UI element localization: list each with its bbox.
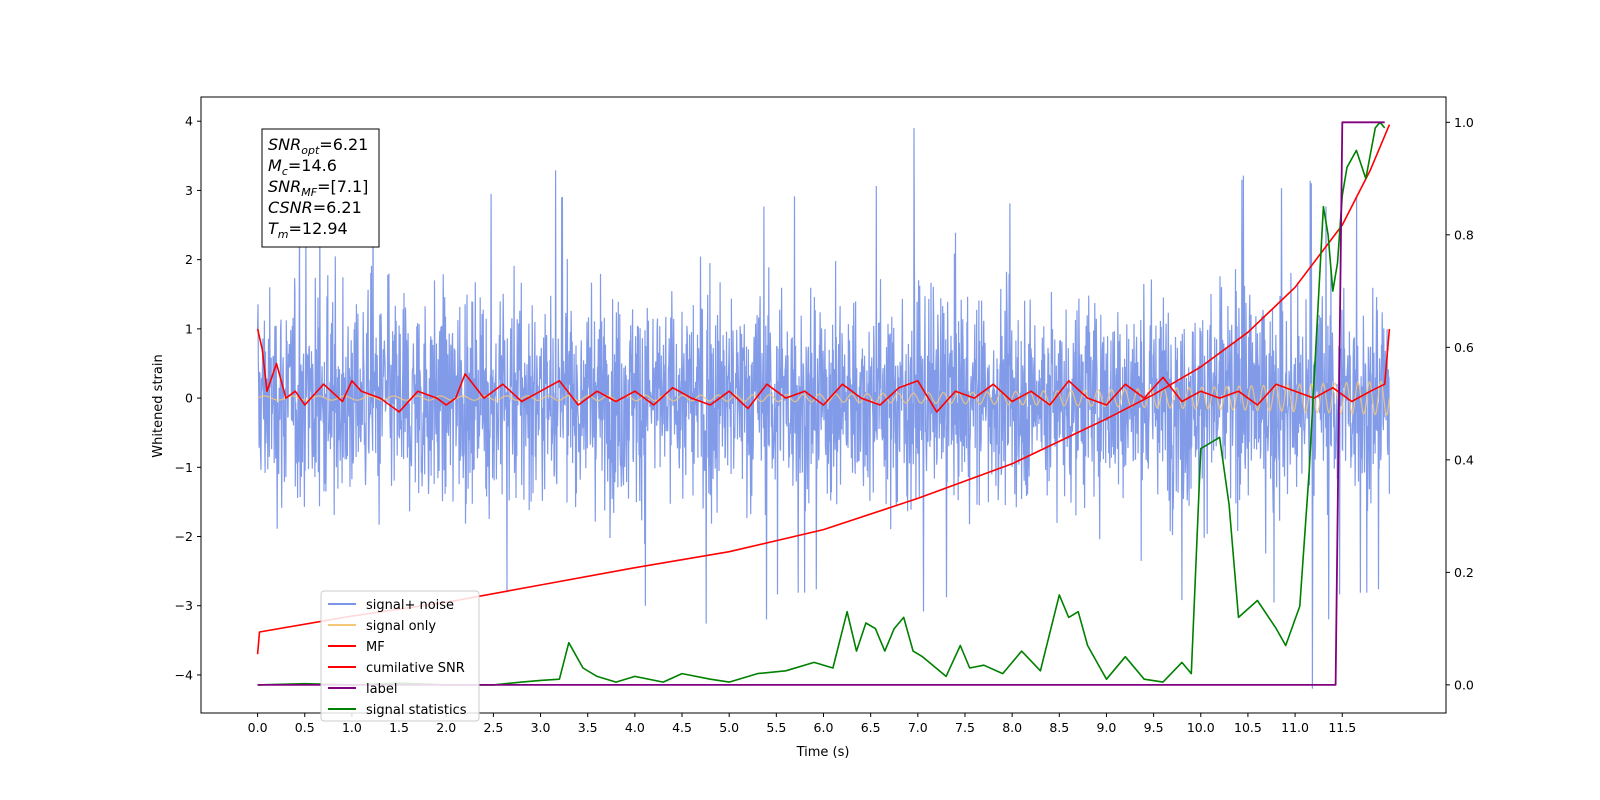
x-tick-label: 0.0: [248, 720, 268, 735]
x-tick-label: 5.5: [766, 720, 786, 735]
y-tick-label: 0: [185, 391, 193, 406]
y-tick-label: 3: [185, 183, 193, 198]
legend-entry: signal only: [366, 619, 436, 634]
series-signal-only: [257, 380, 1390, 416]
y2-tick-label: 0.4: [1454, 452, 1474, 467]
x-tick-label: 11.5: [1328, 720, 1356, 735]
x-tick-label: 8.5: [1049, 720, 1069, 735]
y-tick-label: −3: [175, 598, 193, 613]
x-tick-label: 10.0: [1187, 720, 1215, 735]
legend-entry: cumilative SNR: [366, 661, 465, 676]
x-tick-label: 6.5: [861, 720, 881, 735]
info-subscript: c: [282, 165, 288, 178]
info-value: =14.6: [288, 156, 337, 175]
info-box: SNRopt=6.21Mc=14.6SNRMF=[7.1]CSNR=6.21Tm…: [261, 128, 380, 248]
legend: signal+ noise signal only MF cumilative SNR…: [320, 590, 480, 722]
x-tick-label: 4.0: [625, 720, 645, 735]
info-value: =6.21: [313, 198, 362, 217]
info-box-frame: [261, 128, 380, 248]
x-tick-label: 8.0: [1002, 720, 1022, 735]
legend-frame: [320, 590, 480, 722]
y-tick-label: 1: [185, 321, 193, 336]
x-tick-label: 10.5: [1234, 720, 1262, 735]
info-box-line: CSNR=6.21: [268, 198, 362, 217]
y2-tick-label: 1.0: [1454, 115, 1474, 130]
y-tick-label: 4: [185, 114, 193, 129]
y-tick-label: −2: [175, 529, 193, 544]
y-tick-label: −1: [175, 460, 193, 475]
info-box-line: Tm=12.94: [268, 219, 348, 241]
axis-ticks: 0.0 0.5 1.0 1.5 2.0 2.5 3.0 3.5 4.0 4.5 5.0 5.5 6.0 6…: [175, 114, 1474, 735]
info-box-line: Mc=14.6: [268, 156, 337, 178]
info-symbol: T: [268, 219, 279, 238]
info-subscript: m: [278, 228, 289, 241]
x-tick-label: 2.0: [436, 720, 456, 735]
info-symbol: CSNR: [268, 198, 313, 217]
legend-entry: signal+ noise: [366, 598, 454, 613]
info-symbol: M: [268, 156, 282, 175]
y2-tick-label: 0.2: [1454, 565, 1474, 580]
series-mf: [256, 328, 1391, 413]
x-tick-label: 7.5: [955, 720, 975, 735]
info-value: =[7.1]: [317, 177, 368, 196]
legend-entry: label: [366, 682, 397, 697]
info-subscript: opt: [301, 144, 320, 157]
y2-tick-label: 0.0: [1454, 677, 1474, 692]
x-tick-label: 4.5: [672, 720, 692, 735]
series-signal-statistics: [257, 121, 1386, 686]
y2-tick-label: 0.6: [1454, 340, 1474, 355]
info-symbol: SNR: [268, 135, 301, 154]
info-symbol: SNR: [268, 177, 301, 196]
info-subscript: MF: [301, 186, 317, 199]
x-tick-label: 2.5: [483, 720, 503, 735]
x-tick-label: 0.5: [295, 720, 315, 735]
x-tick-label: 7.0: [908, 720, 928, 735]
info-box-line: SNRopt=6.21: [268, 135, 368, 157]
x-tick-label: 11.0: [1281, 720, 1309, 735]
series-label: [257, 121, 1385, 686]
x-tick-label: 9.5: [1144, 720, 1164, 735]
y-tick-label: −4: [175, 667, 193, 682]
x-tick-label: 6.0: [814, 720, 834, 735]
info-value: =12.94: [289, 219, 348, 238]
x-tick-label: 3.0: [531, 720, 551, 735]
x-tick-label: 9.0: [1097, 720, 1117, 735]
x-tick-label: 3.5: [578, 720, 598, 735]
x-tick-label: 1.0: [342, 720, 362, 735]
y2-tick-label: 0.8: [1454, 227, 1474, 242]
y-tick-label: 2: [185, 252, 193, 267]
x-tick-label: 1.5: [389, 720, 409, 735]
x-tick-label: 5.0: [719, 720, 739, 735]
y-axis-label: Whitened strain: [151, 354, 166, 457]
x-axis-label: Time (s): [796, 745, 850, 760]
info-box-line: SNRMF=[7.1]: [268, 177, 368, 199]
legend-entry: signal statistics: [366, 703, 467, 718]
info-value: =6.21: [319, 135, 368, 154]
series-signal-noise: [257, 128, 1390, 689]
legend-entry: MF: [366, 640, 385, 655]
